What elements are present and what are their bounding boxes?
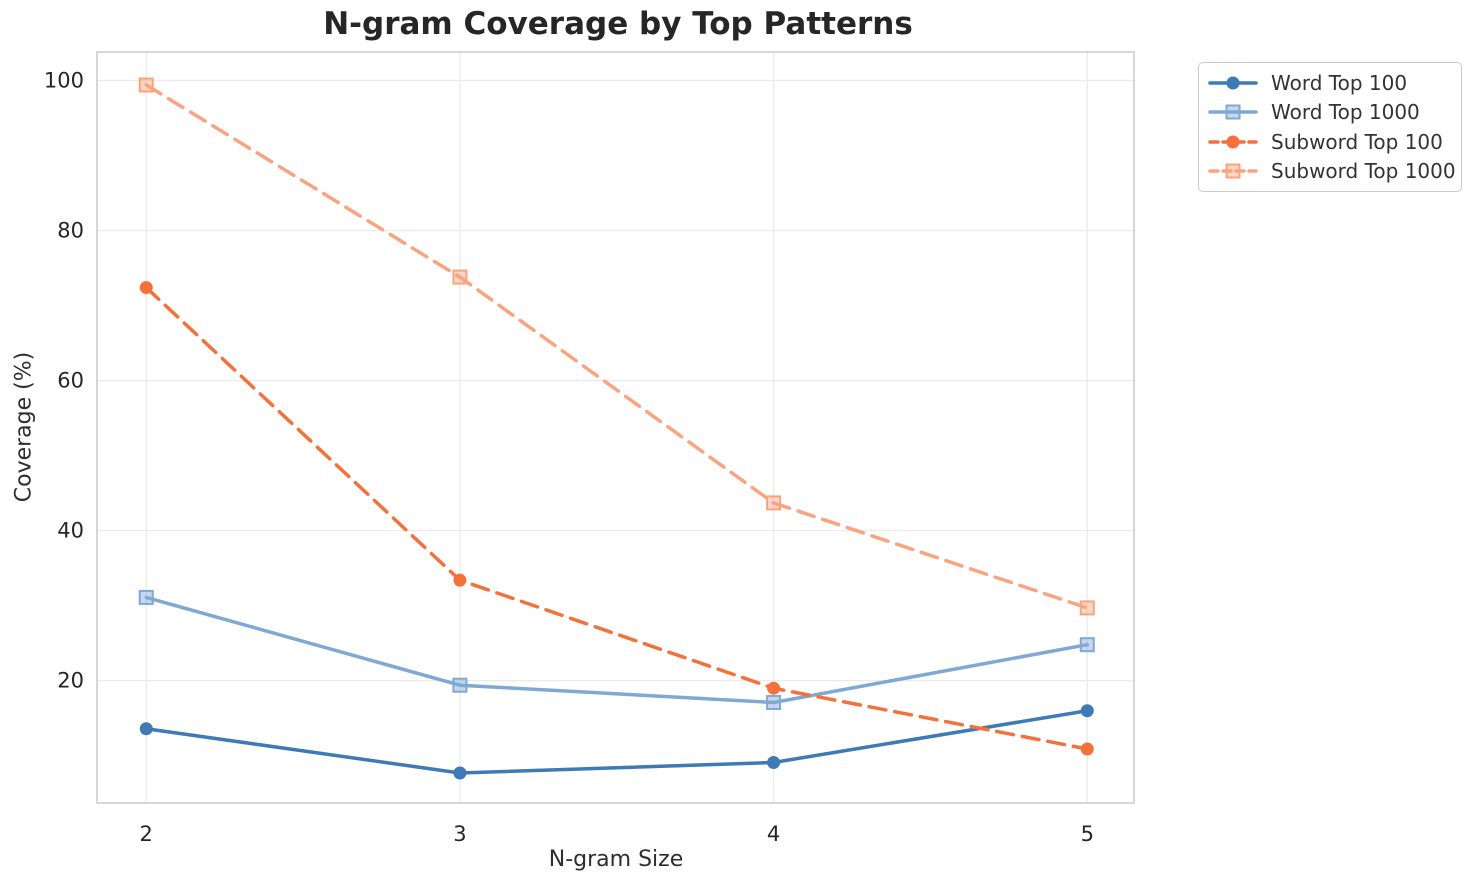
chart-title: N-gram Coverage by Top Patterns <box>323 6 913 42</box>
marker-subword-top-1000 <box>766 495 782 511</box>
marker-word-top-1000 <box>452 677 468 693</box>
legend-label: Subword Top 1000 <box>1271 159 1456 184</box>
marker-subword-top-100 <box>453 573 467 587</box>
x-tick-label: 4 <box>767 822 780 846</box>
legend-sample-word-top-100 <box>1208 76 1258 90</box>
plot-border <box>96 51 1135 804</box>
y-tick-label: 40 <box>57 519 84 543</box>
series-line-subword-top-1000 <box>144 83 1090 610</box>
x-tick-label: 5 <box>1081 822 1094 846</box>
marker-subword-top-100 <box>139 281 153 295</box>
series-line-subword-top-100 <box>144 285 1090 751</box>
marker-subword-top-100 <box>1080 742 1094 756</box>
legend-marker <box>1226 76 1240 90</box>
marker-word-top-1000 <box>138 589 154 605</box>
marker-subword-top-1000 <box>452 269 468 285</box>
legend-label: Subword Top 100 <box>1271 129 1443 154</box>
legend-marker <box>1225 163 1241 179</box>
legend-item-subword-top-100: Subword Top 100 <box>1208 127 1453 157</box>
marker-word-top-100 <box>767 755 781 769</box>
legend-marker <box>1225 104 1241 120</box>
legend-item-word-top-1000: Word Top 1000 <box>1208 98 1453 128</box>
marker-word-top-100 <box>453 766 467 780</box>
marker-subword-top-1000 <box>138 77 154 93</box>
legend-sample-subword-top-1000 <box>1208 163 1258 179</box>
legend: Word Top 100 Word Top 1000 Subword Top 100… <box>1198 62 1462 192</box>
marker-subword-top-1000 <box>1079 600 1095 616</box>
y-tick-label: 100 <box>44 69 84 93</box>
y-tick-label: 80 <box>57 219 84 243</box>
marker-subword-top-100 <box>767 681 781 695</box>
legend-sample-subword-top-100 <box>1208 135 1258 149</box>
y-tick-label: 20 <box>57 669 84 693</box>
marker-word-top-100 <box>139 722 153 736</box>
legend-label: Word Top 100 <box>1271 70 1408 95</box>
marker-word-top-1000 <box>766 694 782 710</box>
marker-word-top-100 <box>1080 704 1094 718</box>
legend-label: Word Top 1000 <box>1271 100 1420 125</box>
legend-marker <box>1226 135 1240 149</box>
x-tick-label: 3 <box>453 822 466 846</box>
x-tick-label: 2 <box>140 822 153 846</box>
legend-sample-word-top-1000 <box>1208 104 1258 120</box>
series-line-word-top-1000 <box>144 595 1090 705</box>
marker-word-top-1000 <box>1079 637 1095 653</box>
y-tick-label: 60 <box>57 369 84 393</box>
series-line-word-top-100 <box>144 708 1090 775</box>
legend-item-word-top-100: Word Top 100 <box>1208 68 1453 98</box>
y-axis-label: Coverage (%) <box>11 351 37 503</box>
x-axis-label: N-gram Size <box>548 847 684 872</box>
legend-item-subword-top-1000: Subword Top 1000 <box>1208 157 1456 187</box>
